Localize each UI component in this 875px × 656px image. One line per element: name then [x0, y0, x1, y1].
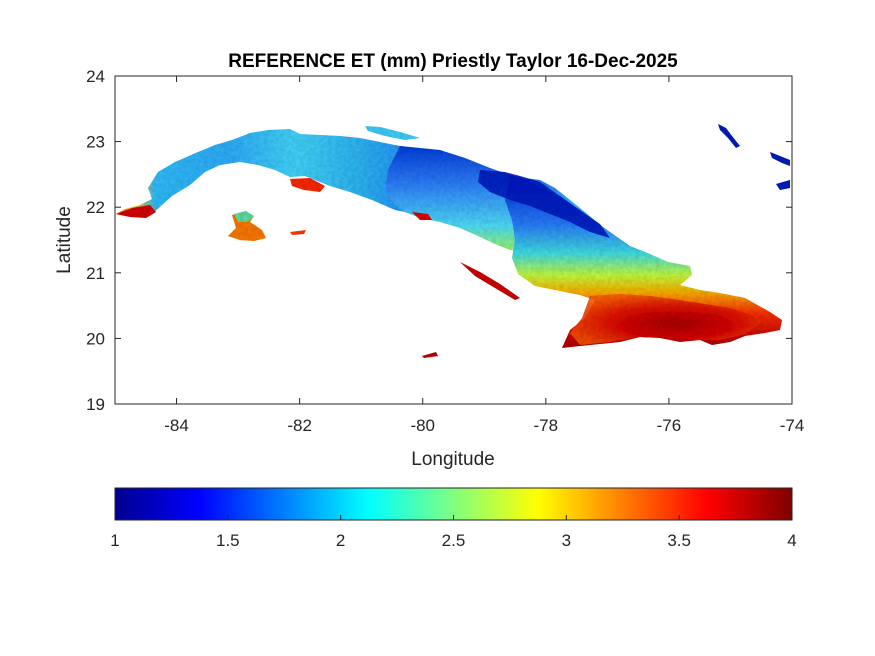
colorbar-tick-label: 3.5: [667, 531, 691, 550]
y-tick-label: 24: [86, 67, 105, 86]
north-cayos: [365, 126, 420, 140]
island-west: [116, 129, 440, 217]
x-tick-label: -78: [534, 416, 559, 435]
map-title: REFERENCE ET (mm) Priestly Taylor 16-Dec…: [228, 51, 678, 72]
cayo-south-1: [290, 178, 325, 192]
x-tick-label: -84: [164, 416, 189, 435]
y-tick-label: 20: [86, 329, 105, 348]
east-fragment-2: [770, 152, 790, 166]
west-tip: [116, 205, 156, 218]
colorbar-tick-label: 2: [336, 531, 345, 550]
x-axis-ticks: -84 -82 -80 -78 -76 -74: [164, 76, 804, 435]
cayo-south-4: [422, 352, 438, 358]
colorbar-tick-label: 3: [562, 531, 571, 550]
x-tick-label: -80: [410, 416, 435, 435]
colorbar: [114, 487, 793, 521]
colorbar-ticks: 1 1.5 2 2.5 3 3.5 4: [110, 515, 797, 550]
colorbar-tick-label: 1.5: [216, 531, 240, 550]
x-tick-label: -82: [287, 416, 312, 435]
y-axis-label: Latitude: [54, 206, 75, 274]
y-tick-label: 23: [86, 133, 105, 152]
y-tick-label: 21: [86, 264, 105, 283]
y-tick-label: 19: [86, 395, 105, 414]
y-axis-ticks: 19 20 21 22 23 24: [86, 67, 792, 414]
map-field: [116, 124, 790, 358]
x-tick-label: -74: [780, 416, 805, 435]
x-tick-label: -76: [657, 416, 682, 435]
axes-frame: [114, 75, 793, 405]
colorbar-tick-label: 2.5: [442, 531, 466, 550]
cayo-south-2: [412, 212, 432, 220]
cayo-south-5: [290, 230, 306, 235]
isla-juventud-north: [234, 211, 254, 222]
east-fragment-1: [718, 124, 740, 148]
colorbar-tick-label: 4: [787, 531, 796, 550]
x-axis-label: Longitude: [411, 449, 494, 470]
north-coast-low: [478, 170, 610, 238]
colorbar-tick-label: 1: [110, 531, 119, 550]
island-southeast: [570, 294, 762, 345]
y-tick-label: 22: [86, 198, 105, 217]
map-axes: [115, 76, 792, 404]
east-fragment-3: [776, 180, 790, 190]
cayo-south-3: [460, 262, 520, 300]
